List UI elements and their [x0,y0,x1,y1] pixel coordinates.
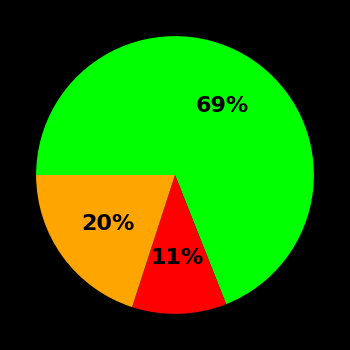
Text: 20%: 20% [81,214,134,234]
Wedge shape [36,175,175,307]
Text: 11%: 11% [151,248,204,268]
Wedge shape [132,175,226,314]
Text: 69%: 69% [195,96,248,116]
Wedge shape [36,36,314,304]
